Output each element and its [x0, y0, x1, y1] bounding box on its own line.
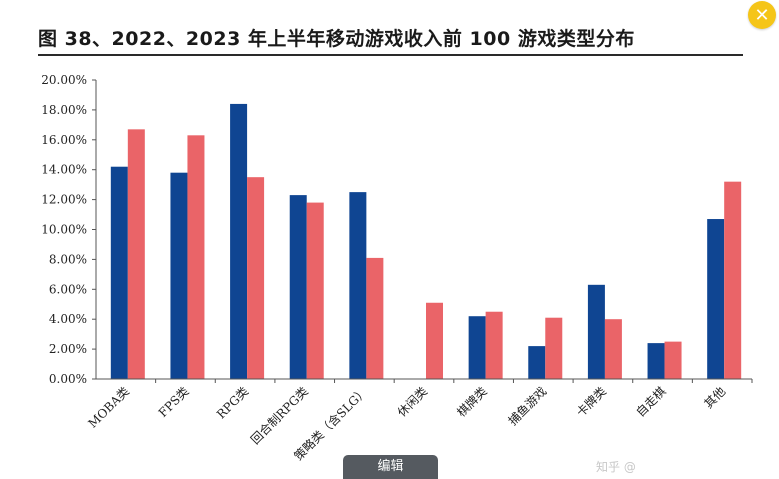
y-tick-label: 6.00%	[49, 282, 87, 296]
bar-series-2	[485, 311, 503, 379]
x-tick-label: 棋牌类	[454, 384, 489, 419]
y-tick-label: 18.00%	[41, 103, 87, 117]
bar-series-1	[170, 172, 188, 379]
x-tick-label: 休闲类	[395, 384, 430, 419]
x-tick-label: FPS类	[156, 384, 192, 420]
edit-tab[interactable]: 编辑	[343, 455, 438, 479]
bar-series-1	[110, 166, 128, 379]
y-tick-label: 4.00%	[49, 312, 87, 326]
title-divider	[38, 54, 743, 56]
x-tick-label: RPG类	[214, 384, 251, 421]
bar-series-2	[187, 135, 205, 379]
y-tick-label: 2.00%	[49, 342, 87, 356]
bar-series-2	[724, 181, 742, 379]
y-tick-label: 20.00%	[41, 73, 87, 87]
x-tick-label: 捕鱼游戏	[505, 384, 550, 429]
bar-series-2	[426, 302, 443, 379]
y-tick-label: 0.00%	[49, 372, 87, 386]
watermark: 知乎 @	[596, 460, 636, 474]
y-tick-label: 16.00%	[41, 133, 87, 147]
x-tick-label: 卡牌类	[574, 384, 609, 419]
bar-series-1	[587, 284, 605, 379]
bar-series-2	[604, 319, 622, 379]
bar-series-1	[707, 219, 725, 379]
bar-series-1	[230, 103, 248, 380]
y-tick-label: 14.00%	[41, 163, 87, 177]
close-icon: ✕	[754, 4, 770, 26]
y-axis: 0.00% 2.00% 4.00% 6.00% 8.00% 10.00% 12.00% 14.…	[41, 73, 97, 386]
y-tick-label: 10.00%	[41, 223, 87, 237]
y-tick-label: 12.00%	[41, 193, 87, 207]
x-tick-label: MOBA类	[86, 384, 132, 430]
bar-series-1	[528, 346, 546, 379]
x-tick-label: 回合制RPG类	[247, 384, 310, 447]
bar-series-1	[349, 192, 367, 379]
bar-series-2	[127, 129, 145, 379]
bar-series-1	[289, 195, 307, 379]
bar-series-2	[366, 257, 384, 379]
x-axis: MOBA类 FPS类 RPG类回合制RPG类策略类（含SLG） 休闲类 棋牌类 捕鱼游戏卡…	[86, 378, 753, 463]
bar-series-1	[468, 316, 486, 379]
bars	[110, 103, 742, 380]
x-tick-label: 其他	[701, 384, 728, 411]
bar-series-2	[247, 177, 265, 379]
bar-series-2	[664, 341, 682, 379]
chart-title: 图 38、2022、2023 年上半年移动游戏收入前 100 游戏类型分布	[38, 28, 635, 50]
bar-series-1	[647, 343, 665, 379]
bar-series-2	[545, 317, 563, 379]
close-button[interactable]: ✕	[748, 1, 776, 29]
x-tick-label: 自走棋	[633, 384, 668, 419]
y-tick-label: 8.00%	[49, 252, 87, 266]
bar-series-2	[306, 202, 324, 379]
